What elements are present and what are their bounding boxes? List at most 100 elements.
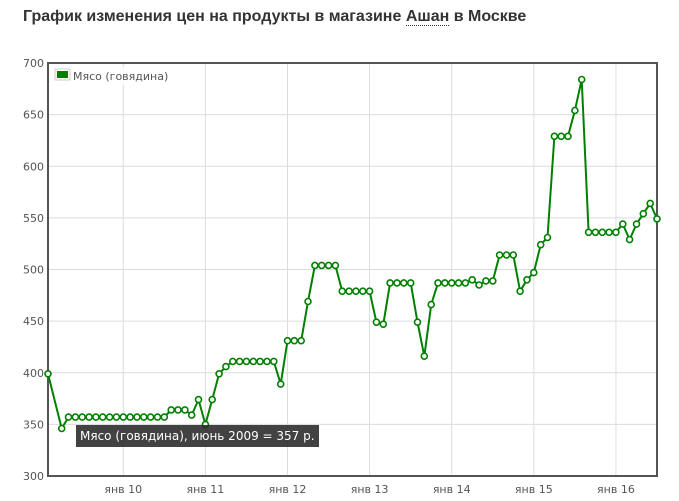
legend-background xyxy=(52,67,162,85)
data-point[interactable] xyxy=(338,287,347,296)
y-tick-label: 400 xyxy=(23,367,44,380)
data-point[interactable] xyxy=(646,199,655,208)
data-point[interactable] xyxy=(372,318,381,327)
data-point[interactable] xyxy=(447,279,456,287)
y-tick-label: 500 xyxy=(23,264,44,277)
data-point[interactable] xyxy=(420,352,429,361)
data-point[interactable] xyxy=(461,279,470,287)
data-point[interactable] xyxy=(256,357,264,366)
data-point[interactable] xyxy=(324,261,333,270)
data-point[interactable] xyxy=(153,413,162,421)
data-point[interactable] xyxy=(379,320,388,329)
data-point[interactable] xyxy=(386,279,394,287)
data-point[interactable] xyxy=(345,287,353,296)
data-point[interactable] xyxy=(174,406,182,414)
data-point[interactable] xyxy=(249,357,258,366)
data-point[interactable] xyxy=(441,279,449,287)
data-point[interactable] xyxy=(509,251,518,259)
data-point[interactable] xyxy=(98,413,107,421)
data-point[interactable] xyxy=(571,106,579,115)
data-point[interactable] xyxy=(529,268,538,277)
chart-title: График изменения цен на продукты в магаз… xyxy=(23,8,526,26)
legend: Мясо (говядина) xyxy=(52,67,168,85)
data-point[interactable] xyxy=(598,228,607,237)
data-point[interactable] xyxy=(78,413,86,421)
data-point[interactable] xyxy=(523,275,531,284)
data-point[interactable] xyxy=(393,279,401,287)
legend-label: Мясо (говядина) xyxy=(73,70,168,83)
data-point[interactable] xyxy=(475,281,483,289)
data-point[interactable] xyxy=(653,215,661,223)
data-point[interactable] xyxy=(194,395,203,404)
data-point[interactable] xyxy=(235,357,244,366)
x-tick-label: янв 10 xyxy=(104,483,142,496)
data-point[interactable] xyxy=(181,406,189,414)
series-points xyxy=(44,75,661,433)
data-point[interactable] xyxy=(557,132,566,141)
data-point[interactable] xyxy=(140,413,148,421)
data-point[interactable] xyxy=(406,279,415,287)
data-point[interactable] xyxy=(317,261,326,270)
data-point[interactable] xyxy=(263,357,271,366)
data-point[interactable] xyxy=(536,240,545,249)
data-point[interactable] xyxy=(605,228,613,237)
data-point[interactable] xyxy=(71,413,80,421)
data-point[interactable] xyxy=(297,336,306,345)
data-point[interactable] xyxy=(495,251,504,259)
data-point[interactable] xyxy=(160,413,169,421)
data-point[interactable] xyxy=(126,413,134,421)
data-point[interactable] xyxy=(584,228,593,237)
data-point[interactable] xyxy=(482,277,490,285)
data-point[interactable] xyxy=(222,362,230,371)
data-point[interactable] xyxy=(112,413,121,421)
data-point[interactable] xyxy=(304,297,312,306)
legend-swatch xyxy=(57,71,68,78)
data-point[interactable] xyxy=(618,220,627,228)
data-point[interactable] xyxy=(543,233,552,242)
data-point[interactable] xyxy=(311,261,319,270)
data-point[interactable] xyxy=(625,235,634,244)
data-point[interactable] xyxy=(215,369,223,378)
data-point[interactable] xyxy=(57,424,66,433)
data-point[interactable] xyxy=(365,287,374,296)
data-point[interactable] xyxy=(468,275,477,284)
data-point[interactable] xyxy=(92,413,100,421)
data-point[interactable] xyxy=(44,369,52,378)
data-point[interactable] xyxy=(276,380,285,388)
data-point[interactable] xyxy=(639,209,648,218)
y-tick-label: 350 xyxy=(23,418,44,431)
data-point[interactable] xyxy=(434,279,442,287)
data-point[interactable] xyxy=(413,318,422,327)
data-point[interactable] xyxy=(283,336,292,345)
data-point[interactable] xyxy=(516,287,524,296)
data-point[interactable] xyxy=(550,132,559,141)
store-link[interactable]: Ашан xyxy=(405,8,450,26)
data-point[interactable] xyxy=(358,287,367,296)
data-point[interactable] xyxy=(146,413,155,421)
data-point[interactable] xyxy=(242,357,251,366)
data-point[interactable] xyxy=(591,228,600,237)
data-point[interactable] xyxy=(167,406,175,414)
data-point[interactable] xyxy=(632,220,641,228)
data-point[interactable] xyxy=(133,413,141,421)
data-point[interactable] xyxy=(85,413,93,421)
data-point[interactable] xyxy=(399,279,408,287)
data-point[interactable] xyxy=(269,357,278,366)
data-point[interactable] xyxy=(290,336,299,345)
data-point[interactable] xyxy=(208,395,216,404)
data-point[interactable] xyxy=(64,413,73,421)
data-point[interactable] xyxy=(119,413,128,421)
data-point[interactable] xyxy=(488,277,497,285)
data-point[interactable] xyxy=(187,411,196,419)
data-point[interactable] xyxy=(502,251,511,259)
y-tick-label: 650 xyxy=(23,109,44,122)
data-point[interactable] xyxy=(454,279,463,287)
data-point[interactable] xyxy=(105,413,114,421)
data-point[interactable] xyxy=(564,132,572,141)
data-point[interactable] xyxy=(577,75,586,84)
data-point[interactable] xyxy=(229,357,237,366)
data-point[interactable] xyxy=(352,287,360,296)
data-point[interactable] xyxy=(427,300,436,309)
data-point[interactable] xyxy=(331,261,340,270)
data-point[interactable] xyxy=(612,228,620,237)
